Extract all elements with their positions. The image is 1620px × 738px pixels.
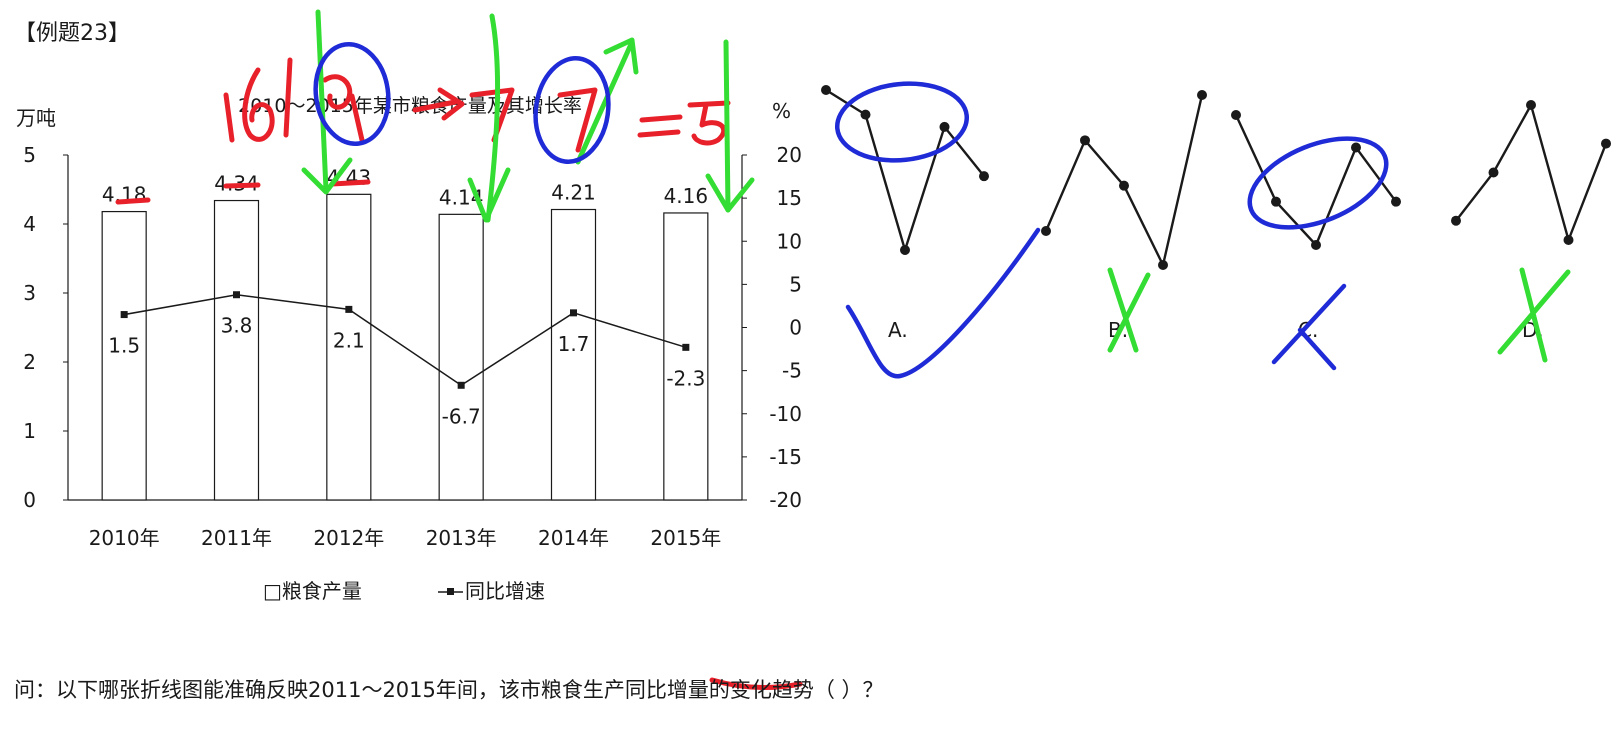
line-labels: 1.5 3.8 2.1 -6.7 1.7 -2.3 (108, 314, 705, 429)
bar (438, 213, 484, 501)
option-point (1563, 235, 1574, 245)
right-tick-label: 0 (789, 316, 802, 340)
left-tick-label: 1 (23, 419, 36, 443)
bar (663, 212, 709, 501)
growth-point (682, 343, 690, 351)
bar-data-label: 4.16 (664, 184, 709, 208)
growth-point (570, 309, 577, 317)
option-point (1311, 240, 1321, 250)
option-label: A. (888, 318, 908, 342)
growth-data-label: -2.3 (666, 366, 705, 390)
growth-point (120, 311, 128, 319)
right-tick-label: 20 (777, 143, 802, 167)
growth-line (124, 293, 687, 387)
option-chart-b: B. (1041, 90, 1207, 342)
growth-data-label: 1.7 (558, 332, 590, 356)
x-tick-label: 2013年 (426, 526, 497, 550)
option-point (1391, 196, 1401, 207)
option-point (1451, 215, 1461, 226)
bar-data-label: 4.21 (551, 181, 596, 205)
option-point (821, 85, 831, 95)
growth-point (345, 305, 353, 313)
option-point (1080, 135, 1090, 146)
answer-options: A. B. C. D. (821, 85, 1611, 342)
option-point (1271, 196, 1281, 207)
option-point (979, 171, 989, 182)
option-point (1119, 180, 1129, 191)
bar-series (101, 193, 709, 501)
option-line (1044, 94, 1204, 269)
growth-point (233, 291, 240, 299)
right-tick-label: 5 (789, 272, 802, 296)
right-tick-label: -20 (769, 488, 802, 512)
option-point (1488, 167, 1499, 178)
bar-labels: 4.18 4.34 4.434.14 4.21 4.16 (102, 165, 708, 209)
option-point (1601, 138, 1611, 149)
bar (326, 193, 372, 501)
growth-point (457, 381, 465, 389)
option-chart-a: A. (821, 85, 989, 342)
option-chart-d: D. (1451, 100, 1611, 342)
x-tick-label: 2015年 (650, 526, 721, 550)
growth-data-label: 3.8 (221, 314, 253, 338)
right-tick-label: 10 (777, 229, 802, 253)
left-tick-label: 0 (23, 488, 36, 512)
line-series (120, 291, 690, 389)
x-tick-label: 2012年 (313, 526, 384, 550)
legend-line-entry: 同比增速 (465, 579, 545, 603)
right-tick-label: -5 (782, 359, 802, 383)
chart-axes (67, 155, 743, 501)
option-point (1158, 260, 1168, 270)
option-point (1041, 226, 1051, 236)
right-axis-unit: % (772, 99, 791, 123)
option-point (900, 245, 910, 255)
left-tick-label: 3 (23, 281, 36, 305)
red-annotation-marks (115, 57, 803, 690)
bar (101, 210, 147, 501)
legend-bar-entry: □粮食产量 (263, 579, 362, 603)
left-tick-label: 2 (23, 350, 36, 374)
right-axis-ticks: -20 -15 -10 -5 0 5 10 15 20 (742, 143, 802, 512)
right-tick-label: -10 (769, 402, 802, 426)
growth-data-label: -6.7 (442, 404, 481, 428)
option-line (1455, 101, 1608, 244)
option-line (825, 88, 985, 255)
option-point (939, 121, 950, 132)
bar (550, 208, 597, 501)
right-tick-label: -15 (769, 445, 802, 469)
option-point (1197, 90, 1207, 100)
left-tick-label: 4 (23, 212, 36, 236)
growth-data-label: 1.5 (108, 334, 140, 358)
question-text: 问：以下哪张折线图能准确反映2011～2015年间，该市粮食生产同比增量的变化趋… (14, 678, 884, 702)
legend-line-marker (447, 588, 454, 595)
right-tick-label: 15 (777, 186, 802, 210)
bar (213, 199, 260, 501)
x-tick-label: 2011年 (201, 526, 272, 550)
option-point (1231, 110, 1241, 120)
blue-annotation-marks (313, 41, 1389, 379)
left-tick-label: 5 (23, 143, 36, 167)
left-axis-unit: 万吨 (16, 106, 56, 130)
option-point (1526, 100, 1536, 110)
green-annotation-marks (301, 9, 1571, 363)
growth-data-label: 2.1 (333, 328, 365, 352)
option-point (860, 109, 871, 120)
x-tick-label: 2014年 (538, 526, 609, 550)
handwritten-annotations (115, 9, 1571, 690)
left-axis-ticks: 0 1 2 3 4 5 (23, 143, 68, 512)
x-axis-ticks: 2010年 2011年 2012年 2013年 2014年 2015年 (89, 526, 722, 550)
example-label: 【例题23】 (14, 21, 130, 46)
legend: □粮食产量 同比增速 (263, 579, 545, 603)
option-point (1351, 142, 1361, 153)
x-tick-label: 2010年 (89, 526, 160, 550)
